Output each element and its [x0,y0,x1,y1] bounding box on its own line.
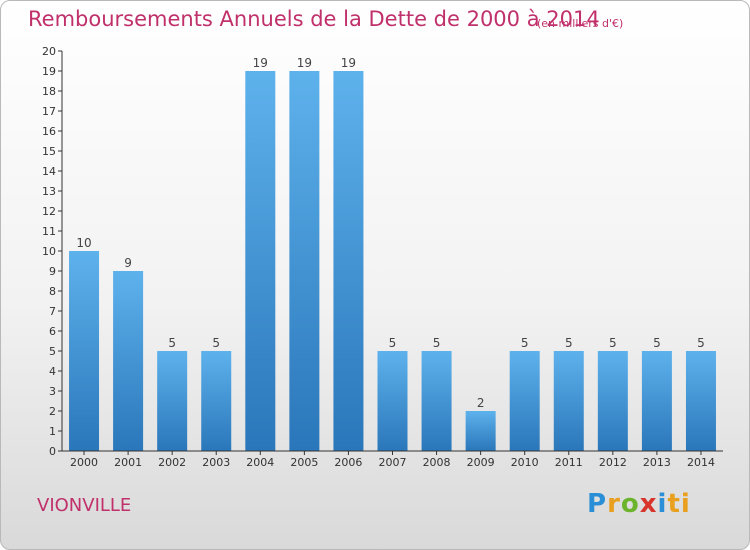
y-tick-label: 6 [49,325,56,338]
data-label: 5 [697,336,705,350]
bar [465,411,496,451]
y-tick-label: 10 [42,245,56,258]
data-label: 5 [609,336,617,350]
chart-subtitle: (en milliers d'€) [537,17,624,30]
data-label: 19 [341,56,356,70]
x-tick-label: 2011 [555,456,583,469]
x-tick-label: 2004 [246,456,274,469]
y-tick-label: 4 [49,365,56,378]
data-label: 2 [477,396,485,410]
y-tick-label: 7 [49,305,56,318]
bar [377,351,408,451]
y-tick-label: 9 [49,265,56,278]
bar [597,351,628,451]
x-tick-label: 2006 [334,456,362,469]
y-tick-label: 2 [49,405,56,418]
bar [245,71,276,451]
x-tick-label: 2013 [643,456,671,469]
x-tick-label: 2003 [202,456,230,469]
y-tick-label: 14 [42,165,56,178]
y-tick-label: 15 [42,145,56,158]
x-tick-label: 2008 [423,456,451,469]
y-tick-label: 11 [42,225,56,238]
bar [113,271,144,451]
y-tick-label: 18 [42,85,56,98]
data-label: 5 [168,336,176,350]
logo-letter: x [639,489,658,519]
commune-name: VIONVILLE [37,495,132,516]
y-tick-label: 5 [49,345,56,358]
bar [509,351,540,451]
bar [641,351,672,451]
bar [157,351,188,451]
chart-title: Remboursements Annuels de la Dette de 20… [28,7,600,31]
x-tick-label: 2005 [290,456,318,469]
data-label: 9 [124,256,132,270]
data-label: 5 [521,336,529,350]
y-tick-label: 1 [49,425,56,438]
x-tick-label: 2014 [687,456,715,469]
logo-letter: r [607,489,621,519]
logo-letter: i [657,489,668,519]
data-label: 5 [565,336,573,350]
bar [685,351,716,451]
data-label: 5 [389,336,397,350]
y-tick-label: 3 [49,385,56,398]
bar [421,351,452,451]
data-label: 5 [212,336,220,350]
bar [289,71,320,451]
y-tick-label: 17 [42,105,56,118]
y-tick-label: 13 [42,185,56,198]
y-tick-label: 0 [49,445,56,458]
y-tick-label: 19 [42,65,56,78]
bar [69,251,100,451]
y-tick-label: 8 [49,285,56,298]
data-label: 19 [297,56,312,70]
y-tick-label: 16 [42,125,56,138]
logo-letter: o [620,489,640,519]
proxiti-logo: Proxiti [587,489,691,519]
data-label: 19 [253,56,268,70]
x-tick-label: 2007 [379,456,407,469]
data-label: 10 [76,236,91,250]
data-label: 5 [433,336,441,350]
bar [333,71,364,451]
x-tick-label: 2002 [158,456,186,469]
logo-letter: P [587,489,608,519]
x-tick-label: 2012 [599,456,627,469]
y-tick-label: 12 [42,205,56,218]
bar [553,351,584,451]
bar [201,351,232,451]
x-tick-label: 2010 [511,456,539,469]
x-tick-label: 2009 [467,456,495,469]
logo-letter: ti [667,489,691,519]
x-tick-label: 2001 [114,456,142,469]
x-tick-label: 2000 [70,456,98,469]
y-tick-label: 20 [42,45,56,58]
data-label: 5 [653,336,661,350]
